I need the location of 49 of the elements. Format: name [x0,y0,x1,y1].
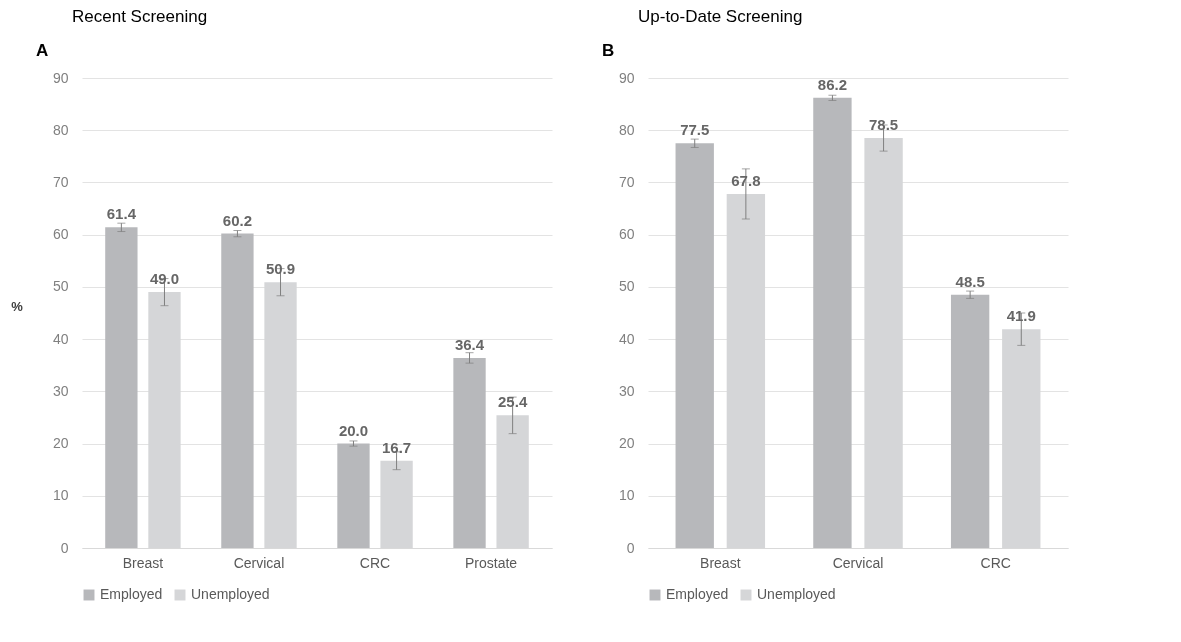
y-tick-label: 10 [618,487,635,504]
x-tick-label: Cervical [233,554,285,571]
legend-label: Employed [100,586,163,602]
legend-label: Unemployed [757,586,836,602]
data-label: 78.5 [868,116,899,134]
y-tick-label: 30 [52,382,69,399]
y-tick-label: 30 [618,382,635,399]
x-tick-label: CRC [980,554,1011,571]
chart-title: Up-to-Date Screening [638,7,803,26]
x-tick-label: CRC [359,554,391,571]
chart-title: Recent Screening [72,7,208,26]
data-label: 36.4 [454,335,485,353]
data-label: 67.8 [731,171,761,189]
data-label: 48.5 [955,272,985,290]
x-tick-label: Breast [122,554,164,571]
y-tick-label: 40 [52,330,69,347]
y-tick-label: 20 [618,435,635,452]
y-tick-label: 80 [52,121,69,138]
y-tick-label: 0 [626,539,635,556]
y-tick-label: 70 [52,173,69,190]
y-tick-label: 60 [52,226,69,243]
x-tick-label: Cervical [832,554,884,571]
y-tick-label: 40 [618,330,635,347]
y-tick-label: 90 [52,69,69,86]
y-tick-label: 70 [618,173,635,190]
text: B [602,41,615,60]
data-label: 20.0 [338,421,369,439]
legend-label: Employed [666,586,729,602]
y-tick-label: 90 [618,69,635,86]
y-tick-label: 50 [52,278,69,295]
y-tick-label: 80 [618,121,635,138]
y-tick-label: 10 [52,487,69,504]
data-label: 41.9 [1006,307,1036,325]
data-label: 16.7 [381,438,412,456]
y-axis-title: % [11,298,24,314]
y-tick-label: 50 [618,278,635,295]
legend-label: Unemployed [191,586,270,602]
y-tick-label: 0 [60,539,69,556]
data-label: 61.4 [106,205,137,223]
data-label: 60.2 [222,211,253,229]
x-tick-label: Breast [700,554,741,571]
data-label: 49.0 [149,270,180,288]
data-label: 77.5 [680,121,710,139]
y-tick-label: 60 [618,226,635,243]
data-label: 50.9 [265,260,296,278]
data-label: 86.2 [817,75,848,93]
text: A [36,41,49,60]
y-tick-label: 20 [52,435,69,452]
x-tick-label: Prostate [465,554,518,571]
